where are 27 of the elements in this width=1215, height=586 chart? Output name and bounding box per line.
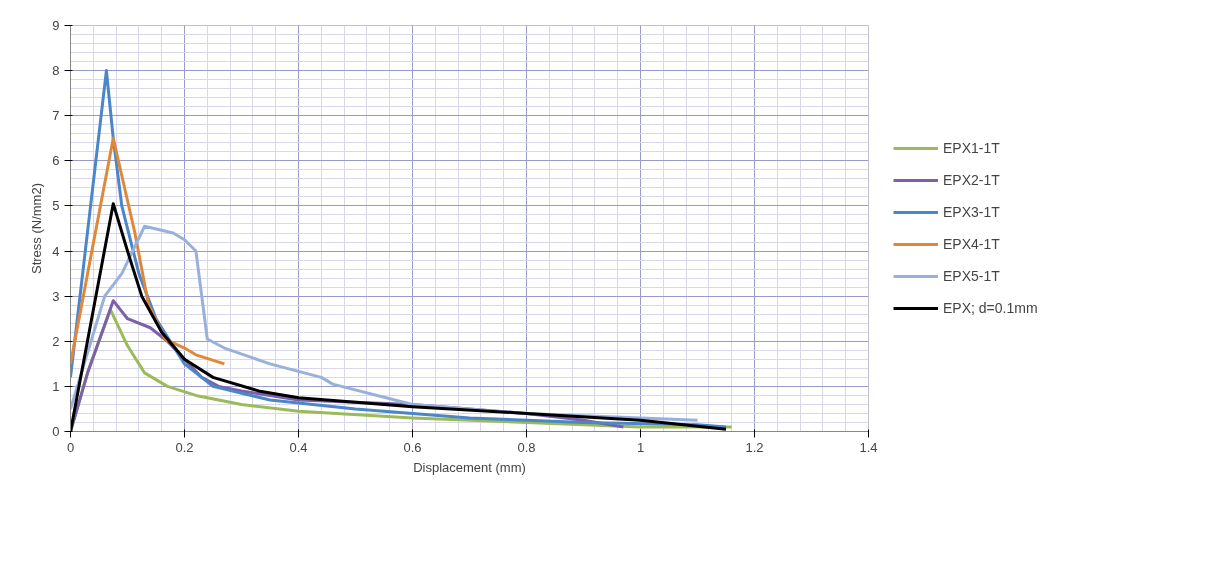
line-series (70, 136, 226, 366)
y-tick-label: 2 (52, 333, 60, 349)
y-tick-label: 9 (52, 18, 60, 33)
legend-label: EPX2-1T (943, 172, 1000, 188)
y-tick-label: 5 (52, 198, 60, 214)
x-tick-label: 1.2 (745, 439, 764, 455)
x-tick-label: 0 (66, 439, 75, 455)
y-tick-label: 4 (52, 243, 60, 259)
x-tick-label: 0.8 (517, 439, 536, 455)
y-tick-label: 0 (52, 424, 60, 439)
y-tick-label: 7 (52, 108, 60, 124)
legend-label: EPX; d=0.1mm (943, 300, 1038, 316)
x-axis-title: Displacement (mm) (413, 459, 526, 475)
x-tick-label: 0.4 (289, 439, 308, 455)
y-tick-label: 3 (52, 288, 60, 304)
y-tick-label: 8 (52, 63, 60, 79)
x-tick-label: 0.6 (403, 439, 422, 455)
x-tick-label: 1.4 (859, 439, 878, 455)
legend-label: EPX5-1T (943, 268, 1000, 284)
x-tick-label: 0.2 (175, 439, 194, 455)
legend-label: EPX3-1T (943, 204, 1000, 220)
y-axis-title: Stress (N/mm2) (29, 183, 45, 274)
x-tick-label: 1 (636, 439, 645, 455)
y-tick-label: 1 (52, 378, 60, 394)
y-tick-label: 6 (52, 153, 60, 169)
legend-label: EPX1-1T (943, 140, 1000, 156)
legend-label: EPX4-1T (943, 236, 1000, 252)
